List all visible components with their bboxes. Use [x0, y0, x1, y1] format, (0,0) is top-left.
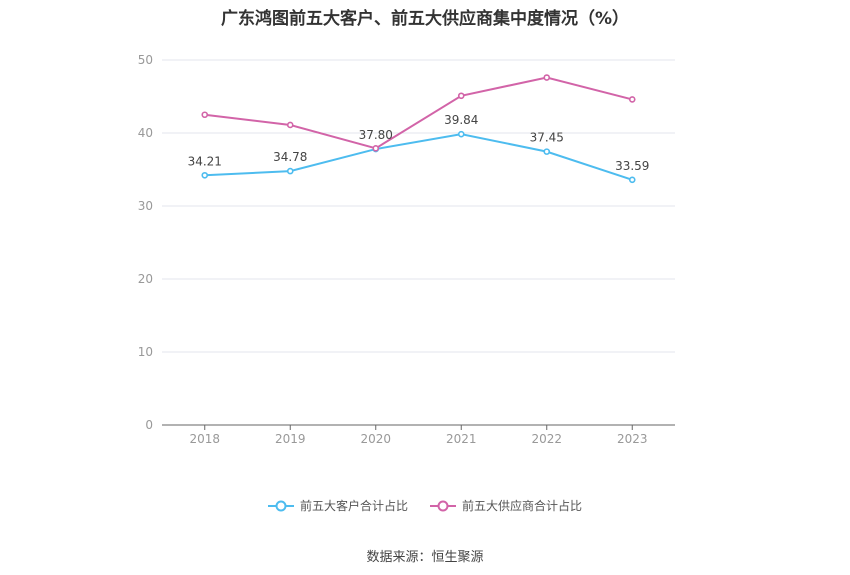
axes: 0 10 20 30 40 50 2018 2019 2020 2021 2022 2023 — [138, 53, 675, 446]
data-label: 34.78 — [273, 150, 307, 164]
legend-label: 前五大客户合计占比 — [299, 499, 408, 513]
x-tick-label: 2020 — [360, 432, 391, 446]
y-tick-label: 30 — [138, 199, 153, 213]
x-tick-label: 2019 — [275, 432, 306, 446]
source-note: 数据来源：恒生聚源 — [366, 550, 484, 565]
data-label: 37.80 — [359, 128, 393, 142]
data-label: 34.21 — [188, 154, 222, 168]
legend-item-0[interactable]: 前五大客户合计占比 — [267, 497, 408, 514]
data-point[interactable] — [286, 167, 294, 175]
data-label: 33.59 — [615, 159, 649, 173]
y-tick-label: 0 — [145, 418, 153, 432]
data-labels: 34.21 34.78 37.80 39.84 37.45 33.59 — [188, 113, 650, 173]
data-label: 37.45 — [530, 131, 564, 145]
legend-item-1[interactable]: 前五大供应商合计占比 — [430, 497, 582, 514]
y-tick-label: 20 — [138, 272, 153, 286]
x-tick-label: 2023 — [617, 432, 648, 446]
data-point[interactable] — [457, 92, 465, 100]
data-point[interactable] — [372, 145, 380, 152]
grid — [162, 59, 675, 353]
data-point[interactable] — [543, 148, 551, 155]
series-layer — [201, 74, 636, 184]
chart-title: 广东鸿图前五大客户、前五大供应商集中度情况（%） — [220, 9, 630, 29]
data-label: 39.84 — [444, 113, 478, 127]
x-tick-label: 2021 — [446, 432, 477, 446]
data-point[interactable] — [286, 121, 294, 129]
y-tick-label: 50 — [138, 53, 153, 67]
x-tick-label: 2018 — [189, 432, 220, 446]
x-tick-label: 2022 — [531, 432, 562, 446]
y-tick-label: 40 — [138, 126, 153, 140]
series-line-1 — [204, 76, 633, 150]
y-tick-label: 10 — [138, 345, 153, 359]
legend: 前五大客户合计占比 前五大供应商合计占比 — [0, 497, 850, 514]
legend-label: 前五大供应商合计占比 — [462, 499, 583, 513]
legend-swatch — [430, 500, 456, 511]
data-point[interactable] — [201, 111, 209, 119]
data-point[interactable] — [201, 171, 209, 179]
data-point[interactable] — [457, 130, 465, 138]
data-point[interactable] — [628, 96, 636, 103]
legend-swatch — [267, 500, 294, 511]
series-line-0 — [204, 133, 633, 181]
data-point[interactable] — [543, 74, 551, 81]
data-point[interactable] — [628, 176, 636, 184]
